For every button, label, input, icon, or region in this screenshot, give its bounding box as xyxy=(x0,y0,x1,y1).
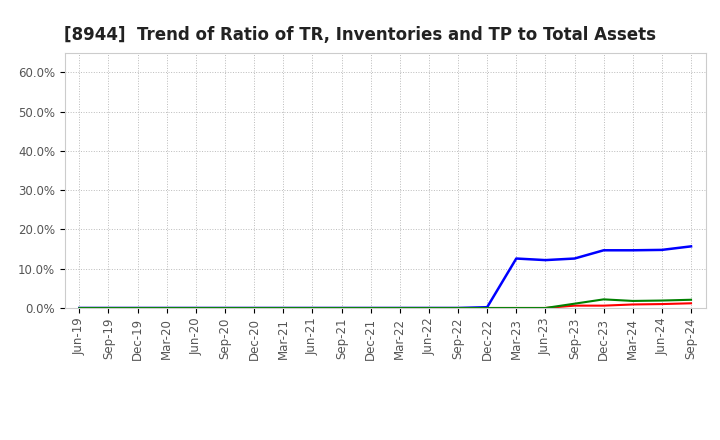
Inventories xyxy=(104,305,113,311)
Trade Receivables xyxy=(337,305,346,311)
Trade Payables xyxy=(657,298,666,303)
Trade Payables xyxy=(570,301,579,306)
Trade Receivables xyxy=(629,302,637,307)
Trade Payables xyxy=(454,305,462,311)
Trade Receivables xyxy=(75,305,84,311)
Trade Receivables xyxy=(279,305,287,311)
Trade Receivables xyxy=(425,305,433,311)
Trade Receivables xyxy=(687,301,696,306)
Trade Payables xyxy=(279,305,287,311)
Trade Payables xyxy=(599,297,608,302)
Inventories xyxy=(75,305,84,311)
Trade Payables xyxy=(337,305,346,311)
Trade Payables xyxy=(250,305,258,311)
Text: [8944]  Trend of Ratio of TR, Inventories and TP to Total Assets: [8944] Trend of Ratio of TR, Inventories… xyxy=(64,26,656,44)
Trade Payables xyxy=(220,305,229,311)
Trade Receivables xyxy=(512,305,521,311)
Trade Payables xyxy=(192,305,200,311)
Trade Receivables xyxy=(366,305,375,311)
Inventories xyxy=(599,248,608,253)
Inventories xyxy=(570,256,579,261)
Inventories xyxy=(657,247,666,253)
Trade Receivables xyxy=(104,305,113,311)
Trade Payables xyxy=(512,305,521,311)
Inventories xyxy=(366,305,375,311)
Trade Receivables xyxy=(541,305,550,311)
Trade Payables xyxy=(483,305,492,311)
Trade Payables xyxy=(541,305,550,311)
Trade Payables xyxy=(163,305,171,311)
Inventories xyxy=(250,305,258,311)
Trade Receivables xyxy=(454,305,462,311)
Trade Payables xyxy=(75,305,84,311)
Inventories xyxy=(687,244,696,249)
Inventories xyxy=(163,305,171,311)
Inventories xyxy=(192,305,200,311)
Trade Receivables xyxy=(192,305,200,311)
Trade Payables xyxy=(133,305,142,311)
Line: Trade Payables: Trade Payables xyxy=(79,299,691,308)
Inventories xyxy=(425,305,433,311)
Trade Receivables xyxy=(483,305,492,311)
Trade Payables xyxy=(366,305,375,311)
Inventories xyxy=(483,304,492,310)
Inventories xyxy=(541,257,550,263)
Line: Trade Receivables: Trade Receivables xyxy=(79,303,691,308)
Trade Receivables xyxy=(133,305,142,311)
Inventories xyxy=(279,305,287,311)
Trade Receivables xyxy=(395,305,404,311)
Trade Payables xyxy=(425,305,433,311)
Trade Receivables xyxy=(250,305,258,311)
Trade Receivables xyxy=(599,303,608,308)
Inventories xyxy=(512,256,521,261)
Inventories xyxy=(220,305,229,311)
Inventories xyxy=(629,248,637,253)
Trade Payables xyxy=(687,297,696,302)
Trade Payables xyxy=(629,298,637,304)
Inventories xyxy=(133,305,142,311)
Inventories xyxy=(337,305,346,311)
Trade Payables xyxy=(104,305,113,311)
Inventories xyxy=(454,305,462,311)
Trade Receivables xyxy=(570,303,579,308)
Trade Payables xyxy=(395,305,404,311)
Trade Receivables xyxy=(657,301,666,307)
Trade Receivables xyxy=(220,305,229,311)
Line: Inventories: Inventories xyxy=(79,246,691,308)
Trade Receivables xyxy=(308,305,317,311)
Trade Receivables xyxy=(163,305,171,311)
Inventories xyxy=(395,305,404,311)
Trade Payables xyxy=(308,305,317,311)
Inventories xyxy=(308,305,317,311)
